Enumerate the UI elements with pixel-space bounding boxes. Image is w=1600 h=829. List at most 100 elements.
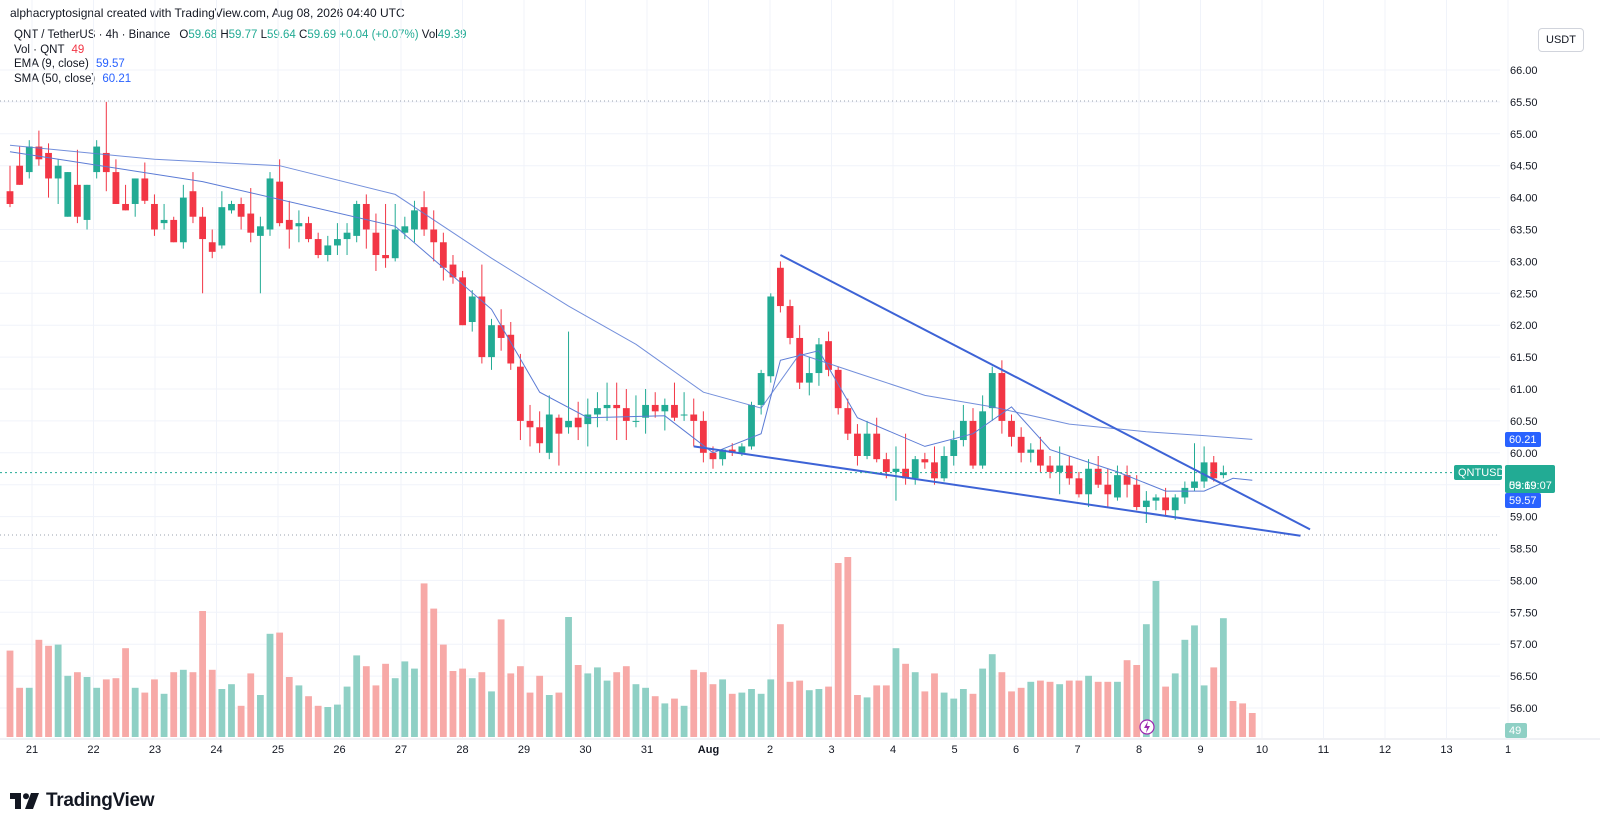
candle-body [574, 417, 582, 428]
volume-bar [468, 678, 476, 737]
tradingview-logo[interactable]: TradingView [10, 790, 155, 812]
volume-bar [969, 693, 977, 737]
volume-bar [362, 666, 370, 737]
candle-body [459, 277, 467, 326]
candle-body [931, 462, 938, 479]
volume-bar [834, 563, 842, 737]
high-value: 59.77 [228, 29, 258, 41]
candle-body [902, 468, 909, 479]
candle-body [1152, 497, 1160, 501]
volume-bar [690, 669, 698, 737]
candle-body [25, 146, 33, 173]
legend-sma-row[interactable]: SMA (50, close) 60.21 [14, 72, 467, 87]
volume-bar [430, 608, 438, 737]
candle-body [757, 373, 765, 405]
candle-body [622, 408, 630, 421]
x-tick-label: 21 [26, 744, 38, 756]
volume-bar [83, 677, 91, 737]
candle-body [35, 146, 43, 160]
x-tick-label: 10 [1256, 744, 1268, 756]
candle-body [988, 373, 996, 409]
volume-bar [382, 663, 389, 737]
volume-bar [516, 666, 524, 737]
x-tick-label: 27 [395, 744, 407, 756]
candle-body [468, 296, 476, 323]
candle-body [1085, 468, 1092, 495]
candle-body [516, 366, 524, 421]
chart-legend: QNT / TetherUS · 4h · Binance O59.68 H59… [14, 28, 467, 86]
volume-bar [931, 673, 938, 737]
time-axis[interactable]: 21 22 23 24 25 26 27 28 29 30 31 Aug 2 3 4 5 6 7 8 9 10 11 12 1… [0, 738, 1600, 756]
candle-body [748, 404, 755, 447]
candle-body [64, 172, 72, 217]
volume-bar [777, 624, 784, 737]
legend-close: C59.69 [299, 29, 336, 41]
candle-body [786, 306, 794, 338]
volume-bar [719, 679, 727, 737]
x-tick-label: 26 [333, 744, 345, 756]
legend-volume-row[interactable]: Vol · QNT 49 [14, 43, 467, 58]
volume-bar [122, 648, 129, 737]
x-tick-label: 28 [456, 744, 468, 756]
legend-vol: Vol49.39 [422, 29, 467, 41]
low-value: 59.64 [267, 29, 296, 41]
candle-body [83, 184, 91, 220]
last-price-badge-bg [1505, 465, 1555, 493]
y-tick-label: 66.00 [1510, 65, 1538, 77]
currency-unit-button[interactable]: USDT [1538, 28, 1584, 52]
volume-bar [324, 707, 332, 737]
y-tick-label: 65.00 [1510, 129, 1538, 141]
candlesticks [6, 101, 1227, 523]
price-axis[interactable]: 66.00 65.50 65.00 64.50 64.00 63.50 63.00 62.50… [1510, 65, 1538, 715]
candle-body [256, 226, 264, 236]
trendline-lower [693, 445, 1301, 537]
volume-bar [1037, 680, 1044, 737]
y-tick-label: 63.50 [1510, 225, 1538, 237]
candle-body [372, 232, 380, 256]
y-tick-label: 62.50 [1510, 288, 1538, 300]
candle-body [179, 197, 187, 243]
last-price-badge: 59.69 [1509, 480, 1537, 492]
moving-averages [9, 144, 1253, 492]
candle-body [699, 420, 707, 453]
volume-bar [1171, 673, 1179, 737]
volume-bar [305, 696, 312, 737]
legend-change: +0.04 (+0.07%) [339, 29, 419, 41]
candle-body [1037, 449, 1044, 466]
candle-body [1104, 484, 1112, 495]
volume-bar [882, 685, 890, 737]
volume-bar [1248, 713, 1256, 737]
legend-symbol[interactable]: QNT / TetherUS · 4h · Binance [14, 29, 171, 41]
candle-body [343, 232, 351, 240]
volume-bar [439, 644, 447, 737]
x-tick-label: 5 [951, 744, 957, 756]
x-tick-label: 7 [1074, 744, 1080, 756]
volume-bar [815, 689, 823, 737]
trendline-upper [779, 254, 1311, 531]
volume-bar [680, 705, 688, 737]
volume-bar [102, 679, 110, 737]
legend-ema-row[interactable]: EMA (9, close) 59.57 [14, 57, 467, 72]
price-chart[interactable]: 66.00 65.50 65.00 64.50 64.00 63.50 63.00 62.50… [0, 0, 1600, 790]
volume-bar [555, 692, 563, 737]
volume-bar [738, 692, 746, 737]
sma-50-line [9, 144, 1253, 440]
candle-body [1191, 481, 1198, 488]
candle-body [93, 146, 101, 173]
trendlines[interactable] [0, 254, 1500, 537]
volume-bar [285, 677, 293, 737]
candle-body [16, 165, 24, 185]
candle-body [1210, 462, 1218, 479]
candle-body [266, 178, 274, 230]
candle-body [45, 152, 52, 179]
volume-bar [594, 667, 601, 737]
volume-bar [805, 690, 813, 737]
candle-body [1142, 500, 1150, 508]
x-tick-label: 13 [1440, 744, 1452, 756]
volume-bar [1210, 667, 1218, 737]
vol-label: Vol [421, 29, 438, 41]
volume-bar [218, 689, 226, 737]
volume-bar [863, 697, 871, 737]
volume-bar [1239, 703, 1247, 737]
legend-high: H59.77 [220, 29, 257, 41]
